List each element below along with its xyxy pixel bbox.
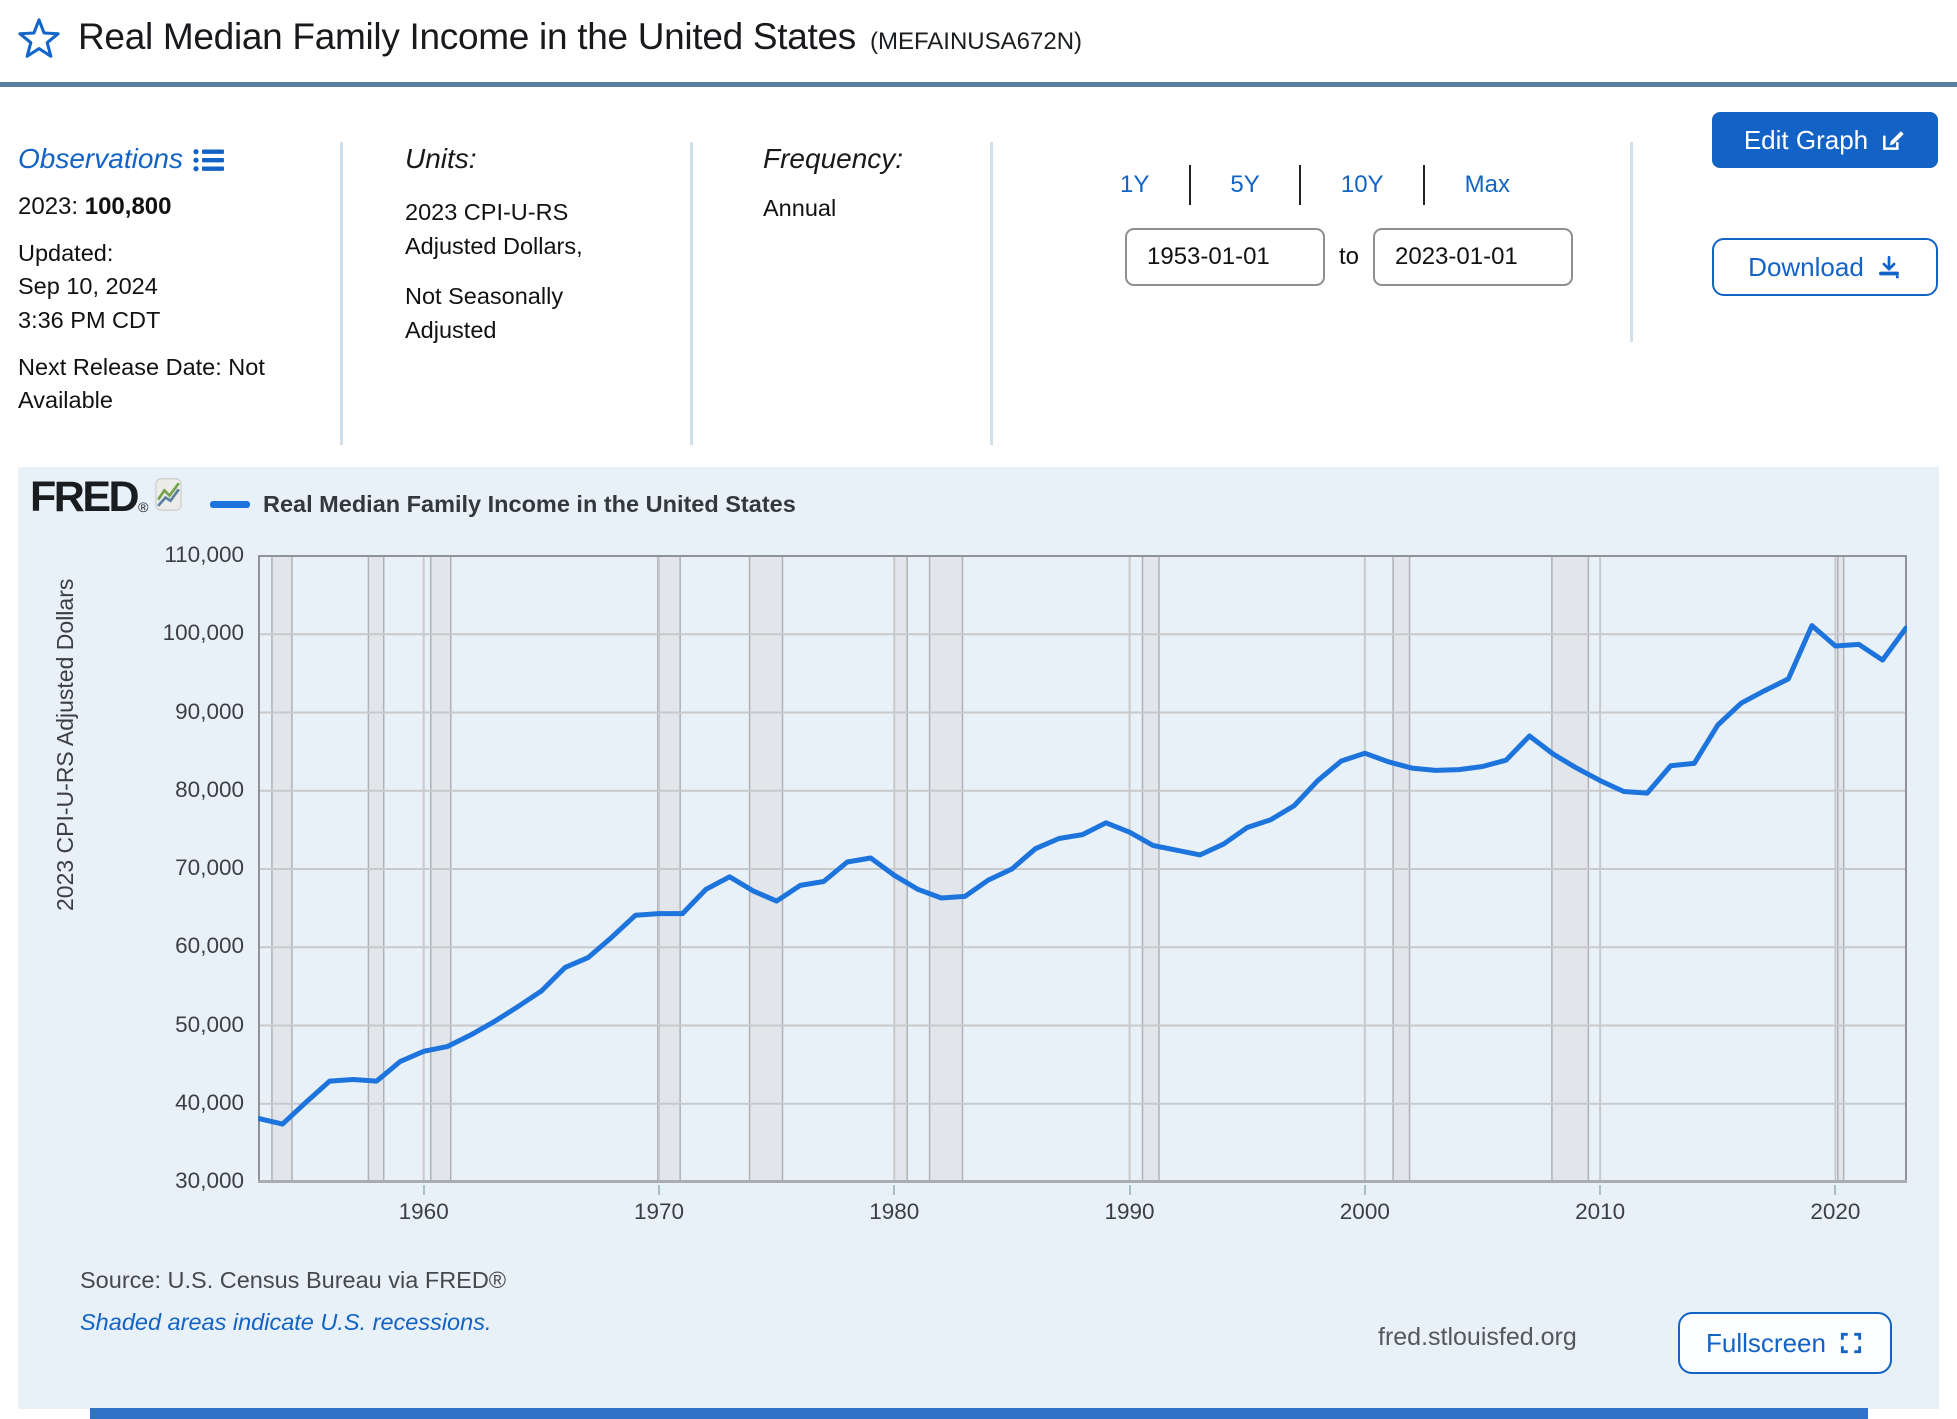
observations-link[interactable]: Observations [18, 143, 328, 175]
page-header: Real Median Family Income in the United … [78, 16, 1082, 58]
sparkline-icon [155, 478, 182, 511]
series-id: (MEFAINUSA672N) [869, 28, 1083, 55]
latest-observation: 2023: 100,800 [18, 193, 172, 220]
range-preset-10y[interactable]: 10Y [1340, 171, 1384, 198]
range-preset-5y[interactable]: 5Y [1230, 171, 1260, 198]
frequency-value: Annual [763, 195, 837, 221]
x-tick-label: 2010 [1575, 1199, 1626, 1224]
y-tick-label: 40,000 [175, 1089, 244, 1115]
legend-series-label: Real Median Family Income in the United … [263, 491, 796, 517]
start-date-input[interactable]: 1953-01-01 [1125, 228, 1325, 286]
plot-svg[interactable] [258, 555, 1907, 1183]
chart-panel: FRED ® Real Median Family Income in the … [18, 467, 1939, 1409]
units-value-line2: Not Seasonally Adjusted [405, 283, 564, 344]
range-preset-max[interactable]: Max [1464, 171, 1510, 198]
column-divider [340, 142, 343, 445]
x-tick-label: 1980 [869, 1199, 920, 1224]
observations-label: Observations [18, 143, 183, 174]
y-tick-label: 30,000 [175, 1168, 244, 1193]
x-tick-mark [893, 1185, 896, 1195]
column-divider [1630, 142, 1633, 342]
range-preset-1y[interactable]: 1Y [1120, 171, 1150, 198]
x-tick-mark [1363, 1185, 1366, 1195]
fullscreen-button[interactable]: Fullscreen [1678, 1312, 1892, 1374]
x-tick-mark [1599, 1185, 1602, 1195]
y-tick-label: 60,000 [175, 933, 244, 959]
legend-line-swatch [210, 501, 250, 508]
site-url: fred.stlouisfed.org [1378, 1323, 1577, 1351]
frequency-label: Frequency: [763, 143, 904, 174]
observations-column: Observations 2023: 100,800 Updated: Sep … [18, 143, 328, 418]
x-tick-label: 1970 [633, 1199, 685, 1224]
chart-legend: Real Median Family Income in the United … [210, 491, 796, 518]
date-range-row: 1953-01-01 to 2023-01-01 [1125, 228, 1574, 286]
latest-observation-value: 100,800 [84, 193, 172, 220]
recession-note-link[interactable]: Shaded areas indicate U.S. recessions. [80, 1309, 492, 1335]
edit-graph-label: Edit Graph [1743, 124, 1869, 155]
y-tick-label: 50,000 [175, 1011, 244, 1037]
y-tick-label: 100,000 [162, 620, 244, 646]
next-release: Next Release Date: Not Available [18, 354, 265, 414]
end-date-input[interactable]: 2023-01-01 [1373, 228, 1574, 286]
x-tick-mark [1128, 1185, 1131, 1195]
favorite-star-icon[interactable] [16, 16, 62, 62]
units-value-line1: 2023 CPI-U-RS Adjusted Dollars, [405, 199, 583, 260]
bottom-banner-edge [90, 1408, 1868, 1419]
download-icon [1878, 255, 1899, 279]
updated-timestamp: Updated: Sep 10, 2024 3:36 PM CDT [18, 240, 161, 333]
column-divider [990, 142, 993, 445]
fred-logo-reg: ® [138, 499, 149, 515]
list-icon [193, 148, 224, 171]
x-tick-mark [422, 1185, 425, 1195]
download-label: Download [1748, 251, 1864, 282]
preset-separator [1299, 165, 1302, 205]
y-tick-label: 110,000 [164, 542, 244, 567]
fred-logo-text: FRED [30, 473, 140, 521]
frequency-column: Frequency: Annual [763, 143, 903, 222]
y-tick-label: 90,000 [175, 698, 244, 724]
preset-separator [1423, 165, 1426, 205]
x-tick-label: 2020 [1810, 1199, 1861, 1224]
x-tick-label: 1960 [398, 1199, 449, 1224]
source-note: Source: U.S. Census Bureau via FRED® [80, 1267, 507, 1293]
y-tick-label: 80,000 [175, 776, 244, 802]
fullscreen-label: Fullscreen [1706, 1327, 1826, 1358]
units-column: Units: 2023 CPI-U-RS Adjusted Dollars, N… [405, 143, 605, 347]
range-presets: 1Y 5Y 10Y Max [1120, 165, 1510, 205]
header-divider [0, 82, 1957, 87]
edit-graph-button[interactable]: Edit Graph [1712, 112, 1938, 168]
edit-icon [1883, 131, 1904, 150]
preset-separator [1188, 165, 1191, 205]
page-title: Real Median Family Income in the United … [78, 16, 856, 57]
fullscreen-icon [1840, 1332, 1862, 1354]
y-tick-label: 70,000 [175, 855, 244, 880]
fred-logo[interactable]: FRED ® [30, 473, 182, 522]
x-tick-label: 2000 [1339, 1199, 1390, 1224]
download-button[interactable]: Download [1712, 238, 1938, 296]
units-label: Units: [405, 143, 477, 174]
date-range-to-label: to [1339, 243, 1360, 270]
x-tick-label: 1990 [1104, 1199, 1155, 1224]
x-tick-mark [1834, 1185, 1837, 1195]
x-tick-mark [657, 1185, 660, 1195]
column-divider [690, 142, 693, 445]
